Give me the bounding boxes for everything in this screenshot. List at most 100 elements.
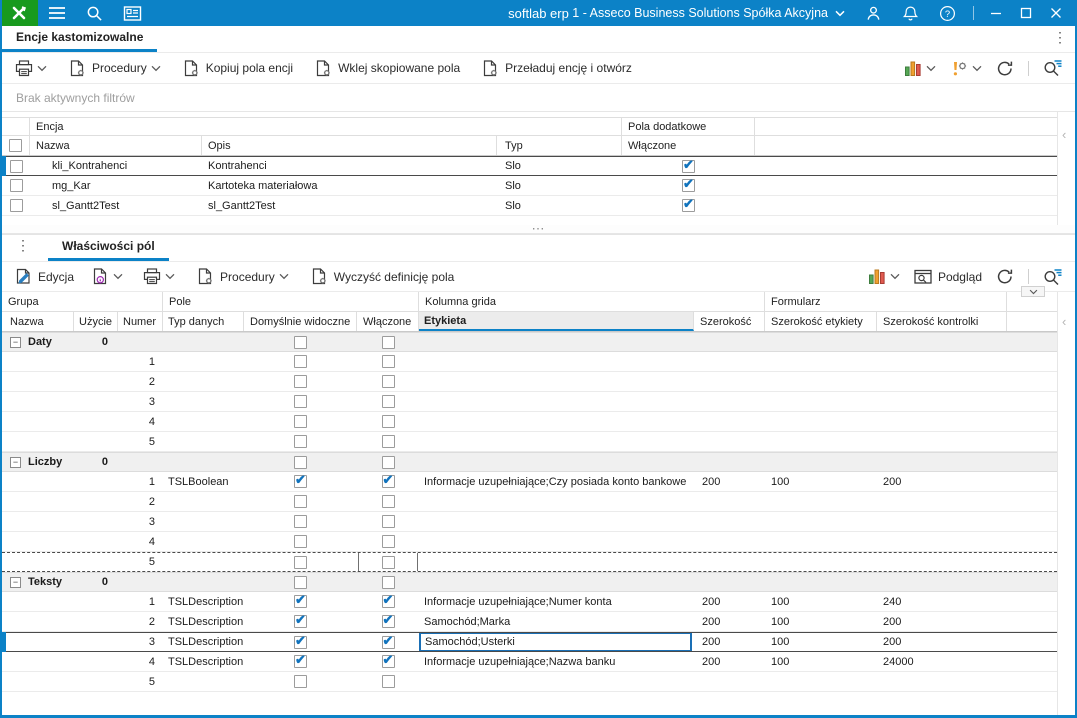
band-formularz[interactable]: Formularz <box>765 292 1007 311</box>
enabled-checkbox[interactable] <box>381 395 395 408</box>
column-header-typ[interactable]: Typ <box>497 136 622 155</box>
enabled-checkbox[interactable] <box>682 176 695 192</box>
field-row[interactable]: 1 TSLDescription Informacje uzupełniające;… <box>2 592 1057 612</box>
row-select-checkbox[interactable] <box>9 199 23 212</box>
fields-panel-menu-button[interactable]: ⋮ <box>8 236 38 254</box>
entity-row[interactable]: sl_Gantt2Test sl_Gantt2Test Slo <box>2 196 1057 216</box>
enabled-checkbox[interactable] <box>381 355 395 368</box>
copy-entity-fields-button[interactable]: Kopiuj pola encji <box>176 56 300 81</box>
default-visible-checkbox[interactable] <box>294 375 307 388</box>
select-all-checkbox[interactable] <box>9 139 22 152</box>
column-header-szerokosc-etykiety[interactable]: Szerokość etykiety <box>765 312 877 331</box>
collapse-panel-arrow[interactable]: ‹ <box>1062 314 1067 329</box>
chart-view-button[interactable] <box>861 264 907 289</box>
default-visible-checkbox[interactable] <box>294 612 307 628</box>
enabled-checkbox[interactable] <box>381 555 395 569</box>
help-button[interactable] <box>929 0 966 26</box>
enabled-checkbox[interactable] <box>381 495 395 508</box>
alerts-settings-button[interactable] <box>943 56 989 81</box>
default-visible-checkbox[interactable] <box>294 472 307 488</box>
band-grupa[interactable]: Grupa <box>2 292 163 311</box>
column-header-nazwa[interactable]: Nazwa <box>2 312 74 331</box>
column-header-nazwa[interactable]: Nazwa <box>30 136 202 155</box>
column-header-typ-danych[interactable]: Typ danych <box>163 312 244 331</box>
horizontal-splitter[interactable]: ⋯ <box>2 221 1075 236</box>
enabled-checkbox[interactable] <box>381 575 395 589</box>
close-button[interactable] <box>1041 0 1071 26</box>
minimize-button[interactable] <box>981 0 1011 26</box>
label-cell-editor[interactable]: Samochód;Usterki <box>419 633 692 651</box>
column-header-szerokosc[interactable]: Szerokość <box>694 312 765 331</box>
enabled-checkbox[interactable] <box>381 515 395 528</box>
collapse-panel-arrow[interactable]: ‹ <box>1062 127 1067 142</box>
enabled-checkbox[interactable] <box>381 612 395 628</box>
column-header-numer[interactable]: Numer <box>118 312 163 331</box>
default-visible-checkbox[interactable] <box>294 495 307 508</box>
default-visible-checkbox[interactable] <box>294 675 307 688</box>
notifications-button[interactable] <box>892 0 929 26</box>
enabled-checkbox[interactable] <box>682 157 695 173</box>
column-header-wlaczone[interactable]: Włączone <box>622 136 755 155</box>
enabled-checkbox[interactable] <box>381 633 395 649</box>
field-group-row[interactable]: − Teksty 0 <box>2 572 1057 592</box>
search-filter-button[interactable] <box>1036 55 1069 81</box>
entity-row[interactable]: mg_Kar Kartoteka materiałowa Slo <box>2 176 1057 196</box>
band-encja[interactable]: Encja <box>30 118 622 135</box>
field-row[interactable]: 4 <box>2 412 1057 432</box>
enabled-checkbox[interactable] <box>381 472 395 488</box>
column-header-uzycie[interactable]: Użycie <box>74 312 118 331</box>
reload-entity-button[interactable]: Przeładuj encję i otwórz <box>475 56 639 81</box>
field-row[interactable]: 4 <box>2 532 1057 552</box>
field-row[interactable]: 4 TSLDescription Informacje uzupełniające;… <box>2 652 1057 672</box>
band-pola-dodatkowe[interactable]: Pola dodatkowe <box>622 118 755 135</box>
news-panel-button[interactable] <box>113 0 152 26</box>
preview-button[interactable]: Podgląd <box>907 265 989 289</box>
enabled-checkbox[interactable] <box>381 435 395 448</box>
document-info-button[interactable] <box>85 264 130 289</box>
field-row[interactable]: 3 <box>2 512 1057 532</box>
enabled-checkbox[interactable] <box>381 415 395 428</box>
field-row[interactable]: 5 <box>2 672 1057 692</box>
field-row[interactable]: 2 <box>2 372 1057 392</box>
default-visible-checkbox[interactable] <box>294 515 307 528</box>
field-group-row[interactable]: − Daty 0 <box>2 332 1057 352</box>
print-button[interactable] <box>136 264 182 289</box>
column-header-wlaczone[interactable]: Włączone <box>357 312 419 331</box>
default-visible-checkbox[interactable] <box>294 633 307 649</box>
default-visible-checkbox[interactable] <box>294 652 307 668</box>
default-visible-checkbox[interactable] <box>294 555 307 569</box>
default-visible-checkbox[interactable] <box>294 355 307 368</box>
field-row[interactable]: 5 <box>2 432 1057 452</box>
default-visible-checkbox[interactable] <box>294 455 307 469</box>
enabled-checkbox[interactable] <box>381 375 395 388</box>
column-header-domyslnie-widoczne[interactable]: Domyślnie widoczne <box>244 312 357 331</box>
row-select-checkbox[interactable] <box>9 179 23 192</box>
default-visible-checkbox[interactable] <box>294 435 307 448</box>
enabled-checkbox[interactable] <box>381 675 395 688</box>
app-logo[interactable] <box>2 0 38 26</box>
procedures-button[interactable]: Procedury <box>62 56 168 81</box>
field-row[interactable]: 2 TSLDescription Samochód;Marka 200 100 200 <box>2 612 1057 632</box>
default-visible-checkbox[interactable] <box>294 535 307 548</box>
tab-encje-kastomizowalne[interactable]: Encje kastomizowalne <box>2 25 158 52</box>
enabled-checkbox[interactable] <box>381 592 395 608</box>
enabled-checkbox[interactable] <box>381 335 395 349</box>
field-row[interactable]: 2 <box>2 492 1057 512</box>
paste-copied-fields-button[interactable]: Wklej skopiowane pola <box>308 56 467 81</box>
chart-view-button[interactable] <box>897 56 943 81</box>
column-header-etykieta[interactable]: Etykieta <box>419 312 694 331</box>
enabled-checkbox[interactable] <box>381 455 395 469</box>
default-visible-checkbox[interactable] <box>294 575 307 589</box>
column-header-szerokosc-kontrolki[interactable]: Szerokość kontrolki <box>877 312 1007 331</box>
entity-row[interactable]: kli_Kontrahenci Kontrahenci Slo <box>2 156 1057 176</box>
edit-button[interactable]: Edycja <box>8 264 81 289</box>
field-row[interactable]: 1 <box>2 352 1057 372</box>
field-row[interactable]: 1 TSLBoolean Informacje uzupełniające;Czy … <box>2 472 1057 492</box>
row-select-checkbox[interactable] <box>9 159 23 173</box>
clear-field-definition-button[interactable]: Wyczyść definicję pola <box>304 264 462 289</box>
field-row[interactable]: 5 <box>2 552 1057 572</box>
collapse-group-icon[interactable]: − <box>10 456 21 468</box>
refresh-button[interactable] <box>989 56 1021 81</box>
entities-more-menu-button[interactable]: ⋮ <box>1045 28 1075 46</box>
enabled-checkbox[interactable] <box>381 652 395 668</box>
